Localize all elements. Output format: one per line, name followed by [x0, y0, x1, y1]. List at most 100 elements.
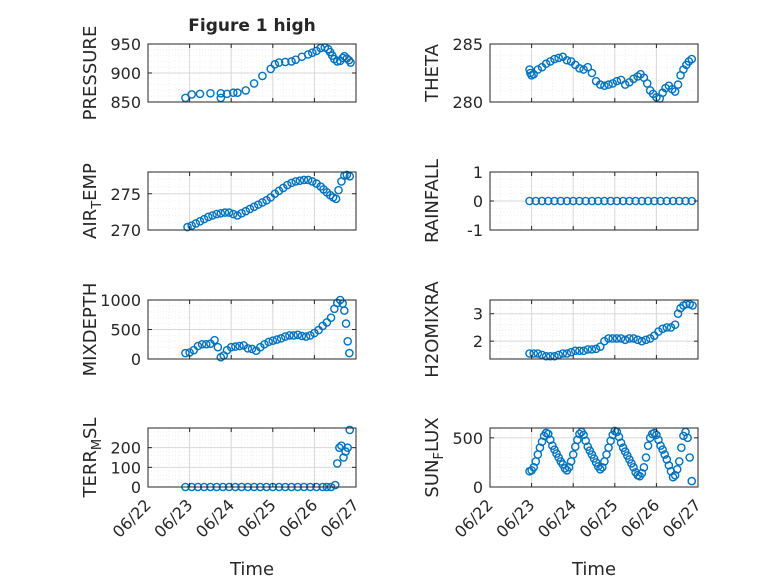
data-point: [340, 306, 349, 315]
data-point: [604, 80, 613, 89]
data-point: [345, 425, 355, 435]
data-point: [531, 196, 541, 206]
data-point: [345, 348, 354, 358]
data-point: [670, 87, 680, 96]
plot-area: [148, 428, 356, 487]
y-tick-label: 270: [110, 221, 141, 240]
data-point: [287, 57, 296, 66]
data-point: [556, 196, 566, 206]
data-point: [562, 196, 572, 206]
data-point: [303, 175, 313, 185]
x-tick-label: 06/23: [492, 495, 538, 541]
y-axis-label: RAINFALL: [422, 159, 443, 243]
data-point: [226, 342, 236, 352]
data-point: [216, 209, 226, 218]
x-tick-label: 06/24: [534, 495, 580, 541]
data-point: [241, 206, 251, 216]
data-point: [583, 345, 593, 354]
y-tick-label: 1: [473, 163, 483, 182]
data-point: [593, 196, 603, 206]
data-point: [187, 221, 196, 230]
y-tick-label: 0: [473, 192, 483, 211]
data-point: [258, 198, 267, 207]
data-point: [287, 178, 296, 188]
y-axis-label: H2OMIXRA: [422, 281, 443, 378]
data-point: [575, 346, 584, 356]
data-point: [247, 344, 257, 354]
data-point: [620, 80, 630, 89]
y-tick-label: 285: [452, 35, 483, 54]
data-point: [600, 196, 609, 206]
data-point: [587, 68, 597, 78]
data-point: [674, 457, 684, 466]
data-point: [658, 445, 667, 454]
data-point: [616, 334, 626, 343]
data-point: [335, 443, 344, 452]
data-point: [220, 208, 230, 217]
y-tick-label: 900: [110, 64, 141, 83]
data-point: [183, 222, 192, 232]
x-tick-label: 06/22: [451, 495, 497, 541]
plot-area: [148, 172, 356, 230]
data-point: [231, 342, 240, 351]
data-point: [295, 176, 305, 185]
data-point: [629, 334, 638, 343]
data-point: [643, 441, 653, 451]
data-point: [233, 211, 242, 220]
data-point: [533, 349, 543, 358]
data-point: [629, 74, 638, 84]
subplot-theta: 280 285 THETA: [422, 35, 699, 112]
data-point: [285, 331, 294, 340]
data-point: [600, 81, 609, 91]
data-point: [554, 350, 563, 360]
data-point: [604, 334, 613, 343]
data-point: [629, 463, 638, 472]
data-point: [268, 336, 278, 346]
y-tick-label: 200: [110, 439, 141, 458]
axes-box: [489, 427, 699, 488]
data-point: [568, 450, 578, 459]
data-point: [650, 196, 659, 206]
axes-box: [489, 299, 699, 360]
data-point: [687, 476, 697, 486]
subplot-air: 270 275 AIRTEMP: [80, 163, 357, 240]
y-tick-label: 0: [131, 478, 141, 497]
data-point: [595, 342, 605, 351]
data-point: [608, 79, 618, 88]
data-point: [204, 212, 213, 222]
data-point: [343, 336, 352, 346]
data-point: [587, 196, 597, 206]
data-point: [289, 331, 298, 340]
data-point: [206, 89, 215, 98]
data-point: [187, 90, 196, 99]
x-tick-label: 06/26: [275, 495, 321, 541]
data-point: [641, 453, 651, 462]
data-point: [291, 177, 300, 186]
axes-box: [147, 171, 357, 231]
data-point: [299, 175, 309, 185]
data-point: [685, 453, 694, 462]
data-point: [241, 86, 251, 95]
data-point: [579, 65, 588, 74]
data-point: [668, 196, 678, 206]
data-point: [533, 65, 543, 74]
data-point: [195, 216, 205, 226]
data-point: [612, 76, 622, 86]
data-point: [625, 196, 634, 206]
data-point: [650, 428, 659, 438]
data-point: [199, 214, 209, 224]
x-tick-label: 06/26: [617, 495, 663, 541]
y-axis-label: SUNFLUX: [422, 417, 447, 497]
data-point: [641, 335, 651, 345]
data-point: [343, 443, 352, 452]
data-point: [625, 334, 634, 343]
data-point: [529, 349, 538, 358]
data-point: [525, 349, 534, 358]
data-point: [566, 347, 576, 357]
data-point: [332, 459, 342, 468]
data-point: [543, 196, 553, 206]
data-point: [341, 319, 351, 328]
data-point: [546, 351, 555, 361]
y-tick-label: 2: [473, 332, 483, 351]
